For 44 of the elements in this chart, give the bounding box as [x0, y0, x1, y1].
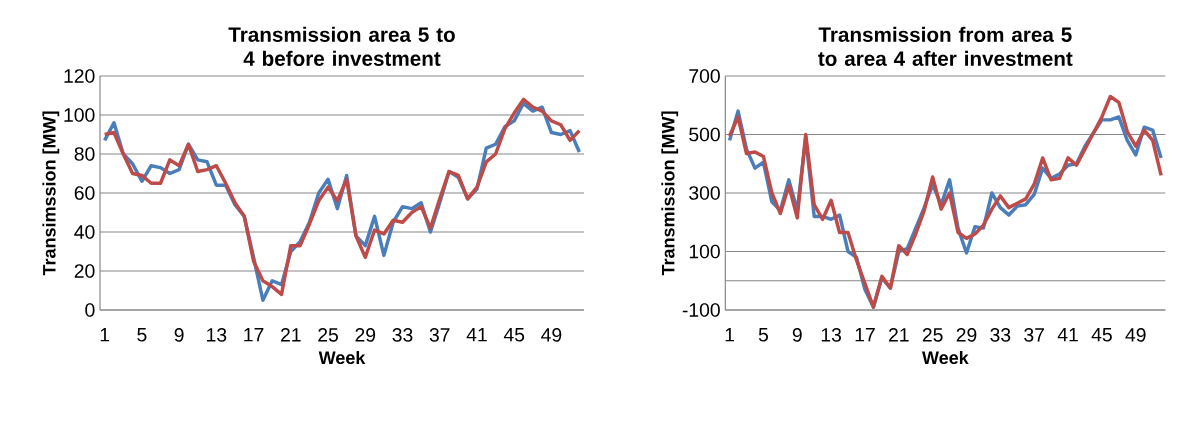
x-tick-label: 45: [1091, 328, 1112, 342]
y-tick-label: 0: [85, 303, 95, 317]
y-tick-label: 60: [74, 186, 95, 200]
y-tick-label: 80: [74, 147, 95, 161]
y-tick-label: 100: [689, 244, 720, 259]
x-tick-label: 13: [821, 328, 842, 342]
x-tick-label: 41: [466, 328, 487, 342]
x-tick-label: 9: [792, 328, 802, 342]
x-tick-label: 25: [318, 328, 338, 342]
y-tick-label: 700: [689, 69, 720, 83]
chart-title: Transmission area 5 to 4 before investment: [228, 26, 455, 66]
y-tick-label: -100: [682, 303, 720, 317]
x-tick-label: 33: [990, 328, 1011, 342]
x-tick-label: 21: [889, 328, 909, 342]
x-tick-label: 17: [244, 328, 264, 342]
x-tick-label: 5: [758, 328, 768, 342]
y-axis-title: Transmission [MW]: [661, 111, 679, 276]
y-tick-label: 300: [689, 186, 720, 200]
x-tick-label: 37: [1024, 328, 1044, 342]
x-tick-label: 1: [100, 328, 110, 342]
x-axis-title: Week: [922, 350, 969, 365]
x-tick-label: 41: [1057, 328, 1078, 342]
x-tick-label: 9: [174, 328, 184, 342]
y-tick-label: 100: [64, 108, 95, 122]
y-tick-label: 500: [689, 127, 720, 142]
x-tick-label: 17: [855, 328, 875, 342]
x-tick-label: 25: [922, 328, 943, 342]
x-tick-label: 5: [137, 328, 147, 342]
x-axis-title: Week: [318, 350, 366, 365]
x-tick-label: 1: [725, 328, 734, 342]
x-tick-label: 29: [355, 328, 376, 342]
y-tick-label: 40: [74, 225, 95, 239]
x-tick-label: 45: [503, 328, 525, 342]
y-tick-label: 120: [64, 69, 95, 83]
x-tick-label: 13: [207, 328, 227, 342]
x-tick-label: 37: [429, 328, 450, 342]
y-axis-title: Transimssion [MW]: [42, 111, 60, 276]
x-tick-label: 21: [281, 328, 301, 342]
x-tick-label: 29: [956, 328, 977, 342]
x-tick-label: 33: [392, 328, 413, 342]
chart-title: Transmission from area 5 to area 4 after investment: [818, 26, 1073, 66]
x-tick-label: 49: [541, 328, 562, 342]
x-tick-label: 49: [1125, 328, 1146, 342]
y-tick-label: 20: [74, 264, 95, 278]
